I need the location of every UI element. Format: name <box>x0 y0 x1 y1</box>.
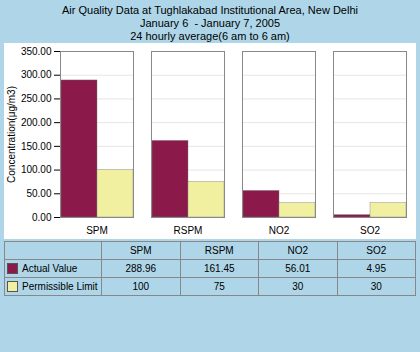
html-text:288.96: 288.96 <box>125 263 156 274</box>
svg-text:Concentration(μg/m3): Concentration(μg/m3) <box>6 86 17 183</box>
html-text:161.45: 161.45 <box>204 263 235 274</box>
svg-text:NO2: NO2 <box>269 225 290 236</box>
svg-text:250.00: 250.00 <box>21 93 52 104</box>
svg-text:SPM: SPM <box>86 225 108 236</box>
html-text:SO2: SO2 <box>366 245 387 256</box>
svg-text:50.00: 50.00 <box>26 188 51 199</box>
html-text:56.01: 56.01 <box>285 263 311 274</box>
html-text:RSPM: RSPM <box>204 245 234 256</box>
html-text:30: 30 <box>292 281 304 292</box>
svg-text:150.00: 150.00 <box>21 141 52 152</box>
svg-text:0.00: 0.00 <box>32 212 52 223</box>
html-text:Permissible Limit: Permissible Limit <box>22 280 98 292</box>
svg-text:200.00: 200.00 <box>21 117 52 128</box>
html-text:75: 75 <box>213 281 225 292</box>
svg-text:RSPM: RSPM <box>174 225 203 236</box>
svg-text:300.00: 300.00 <box>21 69 52 80</box>
html-text:100: 100 <box>132 281 150 292</box>
html-text:30: 30 <box>370 281 382 292</box>
html-text:4.95: 4.95 <box>366 263 386 274</box>
svg-text:100.00: 100.00 <box>21 164 52 175</box>
html-text:SPM: SPM <box>129 245 152 256</box>
svg-text:SO2: SO2 <box>360 225 380 236</box>
html-text:Actual Value: Actual Value <box>22 262 78 274</box>
svg-text:350.00: 350.00 <box>21 46 52 57</box>
html-text:Air Quality Data at Tughlakaba: Air Quality Data at Tughlakabad Institut… <box>62 4 358 42</box>
html-text:NO2: NO2 <box>287 245 308 256</box>
